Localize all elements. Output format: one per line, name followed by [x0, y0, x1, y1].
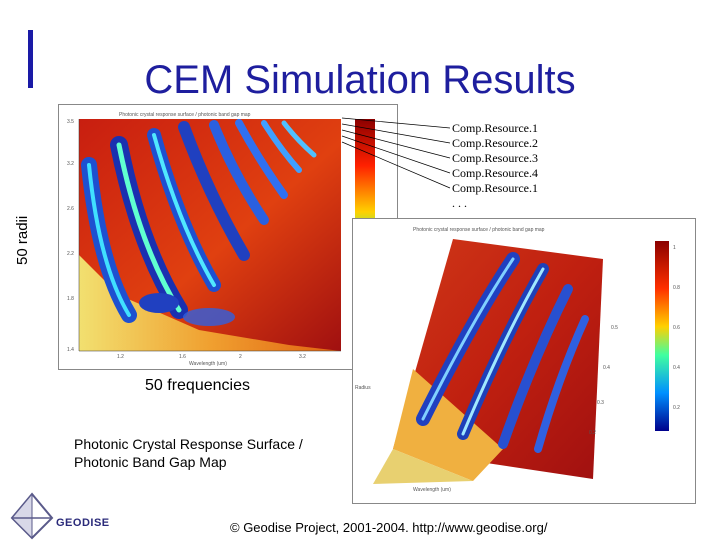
svg-text:3.5: 3.5 [67, 119, 74, 125]
svg-text:Photonic crystal response surf: Photonic crystal response surface / phot… [119, 112, 251, 118]
geodise-logo-text: GEODISE [56, 517, 110, 529]
svg-text:1.4: 1.4 [67, 347, 74, 353]
svg-text:2.6: 2.6 [67, 206, 74, 212]
resource-item: . . . [452, 196, 467, 210]
footer-copyright: © Geodise Project, 2001-2004. http://www… [230, 520, 548, 535]
svg-text:Wavelength (um): Wavelength (um) [413, 487, 451, 493]
svg-text:3.2: 3.2 [67, 161, 74, 167]
resource-item: Comp.Resource.1 [452, 181, 538, 195]
svg-text:2: 2 [239, 354, 242, 360]
svg-text:0.4: 0.4 [603, 365, 610, 371]
svg-text:1: 1 [673, 245, 676, 251]
svg-text:0.6: 0.6 [673, 325, 680, 331]
svg-text:0.5: 0.5 [611, 325, 618, 331]
svg-text:2.2: 2.2 [67, 251, 74, 257]
compute-resource-list: Comp.Resource.1 Comp.Resource.2 Comp.Res… [452, 121, 538, 211]
svg-text:Photonic crystal response surf: Photonic crystal response surface / phot… [413, 227, 545, 233]
svg-text:0.8: 0.8 [673, 285, 680, 291]
slide-title: CEM Simulation Results [144, 58, 576, 102]
geodise-pyramid-logo-icon [10, 492, 54, 540]
resource-item: Comp.Resource.2 [452, 136, 538, 150]
svg-text:Radius: Radius [355, 385, 371, 391]
resource-item: Comp.Resource.4 [452, 166, 538, 180]
resource-item: Comp.Resource.1 [452, 121, 538, 135]
accent-bar [28, 30, 33, 88]
frequencies-axis-label: 50 frequencies [145, 377, 250, 394]
figure-caption: Photonic Crystal Response Surface / Phot… [74, 436, 303, 470]
svg-text:1.8: 1.8 [67, 296, 74, 302]
svg-text:1.2: 1.2 [117, 354, 124, 360]
svg-text:0.3: 0.3 [597, 400, 604, 406]
radii-axis-label: 50 radii [14, 215, 31, 265]
svg-text:1.6: 1.6 [179, 354, 186, 360]
response-surface-3d: Photonic crystal response surface / phot… [352, 218, 696, 504]
svg-text:Wavelength (um): Wavelength (um) [189, 361, 227, 367]
svg-text:0.2: 0.2 [589, 430, 596, 436]
band-gap-heatmap: 3.5 3.2 2.6 2.2 1.8 1.4 1.2 1.6 2 3.2 Wavelengt… [58, 104, 398, 370]
svg-text:0.2: 0.2 [673, 405, 680, 411]
svg-text:0.4: 0.4 [673, 365, 680, 371]
resource-item: Comp.Resource.3 [452, 151, 538, 165]
svg-text:3.2: 3.2 [299, 354, 306, 360]
